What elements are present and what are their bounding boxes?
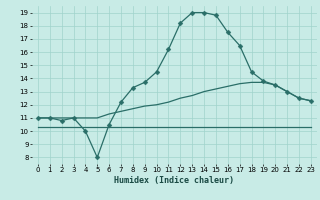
X-axis label: Humidex (Indice chaleur): Humidex (Indice chaleur) xyxy=(115,176,234,185)
